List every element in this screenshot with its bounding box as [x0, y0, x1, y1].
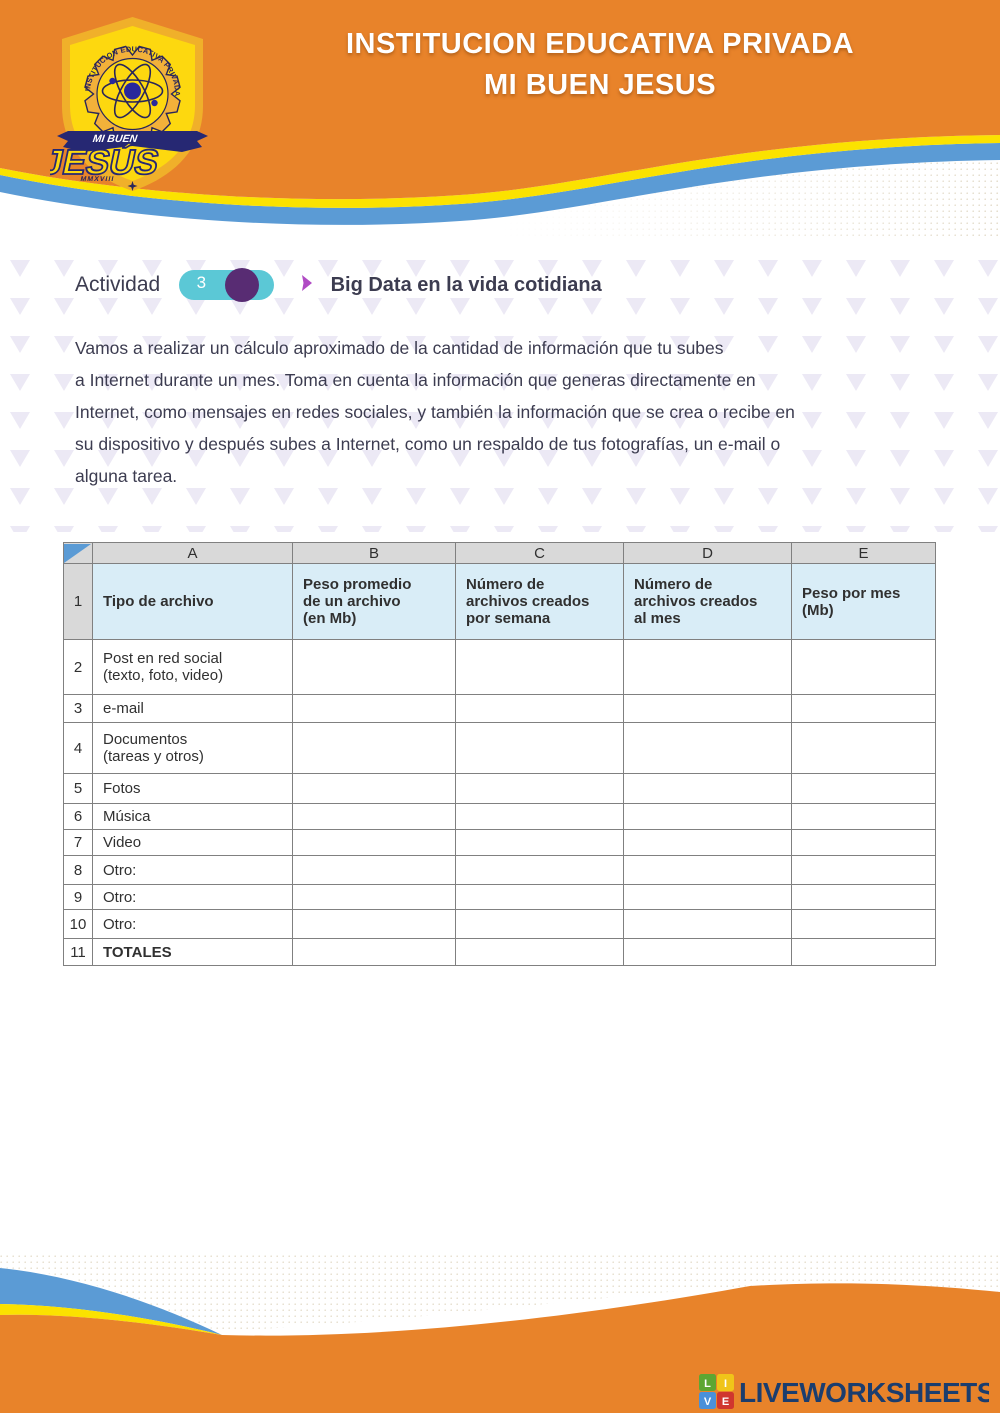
svg-text:L: L [704, 1378, 711, 1390]
svg-text:MMXVIII: MMXVIII [80, 176, 115, 183]
svg-text:V: V [704, 1396, 712, 1408]
svg-text:E: E [722, 1396, 729, 1408]
svg-text:I: I [724, 1378, 727, 1390]
svg-text:LIVEWORKSHEETS: LIVEWORKSHEETS [739, 1377, 989, 1408]
